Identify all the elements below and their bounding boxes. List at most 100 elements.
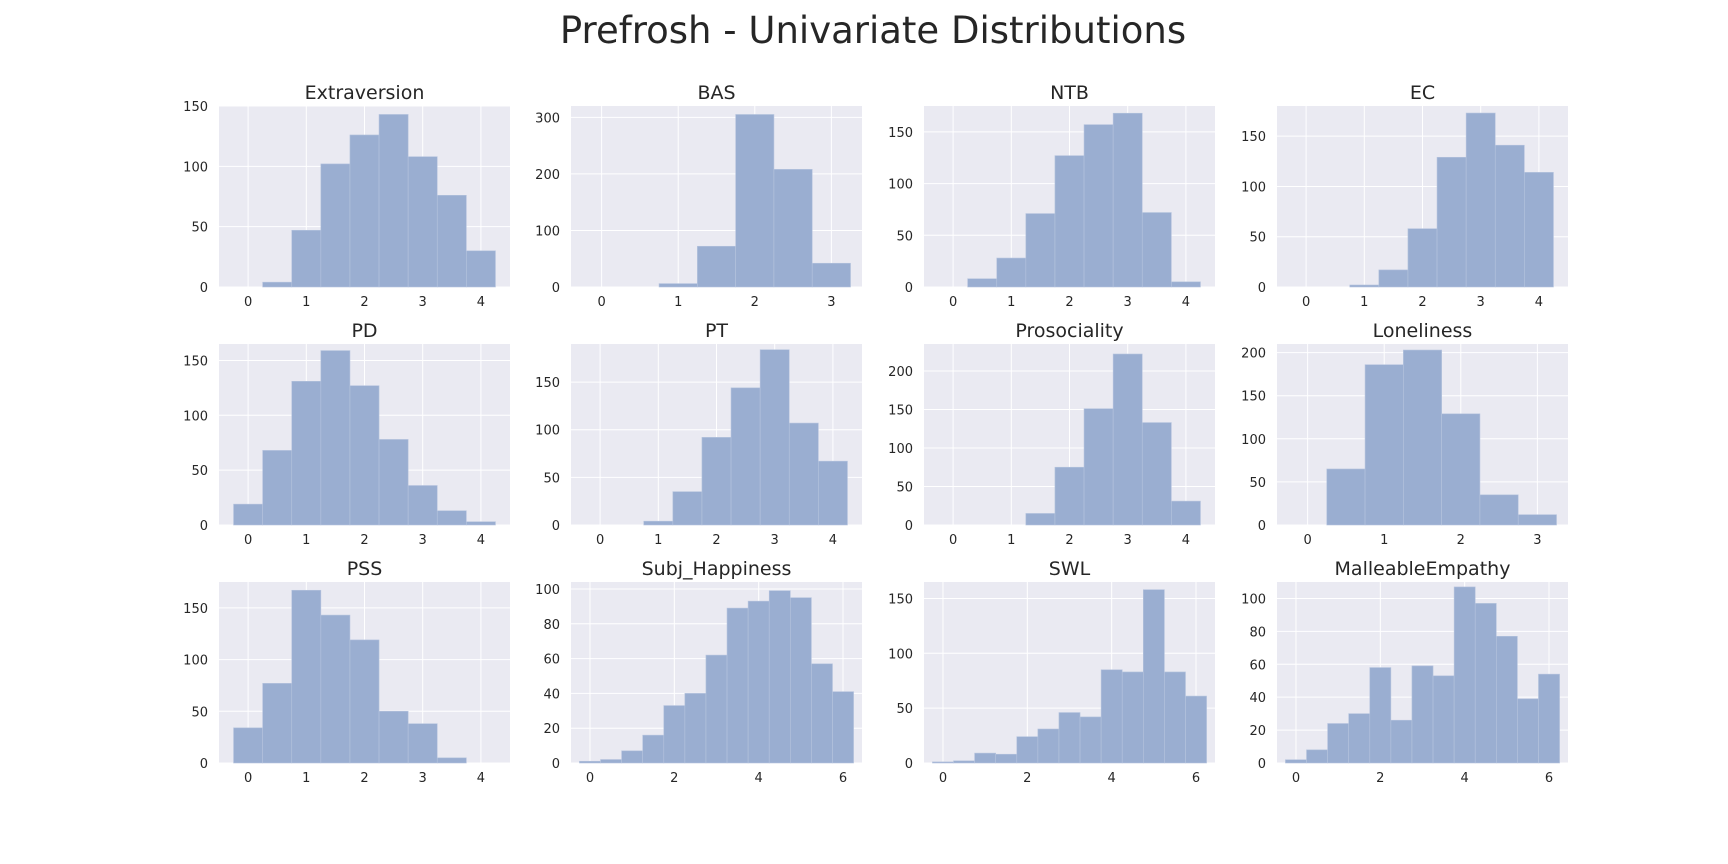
x-tick-label: 0: [597, 295, 605, 310]
subplot-loneliness: 0 1 2 3 0 50 100 150 200 Loneliness: [1241, 320, 1568, 548]
histogram-bar: [1348, 713, 1371, 764]
histogram-bar: [233, 503, 263, 526]
subplot-extraversion: 0 1 2 3 4 0 50 100 150 Extraversion: [183, 82, 510, 310]
histogram-bar: [773, 169, 813, 288]
histogram-bar: [1100, 669, 1123, 764]
histogram-bar: [1538, 673, 1560, 764]
histogram-bar: [1390, 719, 1413, 764]
x-tick-label: 4: [829, 533, 837, 548]
y-tick-label: 100: [535, 224, 560, 239]
subplot-title: SWL: [1049, 558, 1091, 580]
histogram-bar: [291, 589, 322, 764]
subplot-pss: 0 1 2 3 4 0 50 100 150 PSS: [183, 558, 510, 786]
histogram-bar: [1517, 514, 1557, 526]
x-tick-label: 0: [1303, 533, 1311, 548]
x-tick-label: 0: [244, 533, 252, 548]
x-tick-label: 2: [1418, 295, 1426, 310]
histogram-bar: [642, 734, 665, 764]
histogram-bar: [759, 349, 790, 526]
y-tick-label: 0: [1258, 519, 1266, 534]
y-tick-label: 150: [183, 602, 208, 617]
histogram-bar: [996, 257, 1027, 288]
histogram-bar: [1517, 698, 1539, 764]
histogram-bar: [1494, 144, 1525, 288]
subplot-title: Extraversion: [305, 82, 425, 104]
y-tick-label: 40: [543, 687, 560, 702]
subplot-bas: 0 1 2 3 0 100 200 300 BAS: [535, 82, 862, 310]
y-tick-label: 100: [888, 647, 913, 662]
x-tick-label: 0: [949, 533, 957, 548]
x-tick-label: 2: [1376, 771, 1384, 786]
x-tick-label: 3: [827, 295, 835, 310]
histogram-bar: [995, 753, 1018, 764]
histogram-bar: [1364, 364, 1404, 526]
histogram-bar: [1441, 413, 1481, 526]
y-tick-label: 150: [183, 100, 208, 115]
histogram-bar: [726, 607, 749, 764]
y-tick-label: 0: [905, 757, 913, 772]
histogram-bar: [466, 521, 496, 526]
histogram-bar: [705, 654, 728, 764]
y-tick-label: 20: [543, 722, 560, 737]
y-tick-label: 150: [888, 592, 913, 607]
y-tick-label: 200: [888, 365, 913, 380]
histogram-bar: [672, 491, 703, 526]
histogram-bar: [643, 520, 674, 526]
histogram-bar: [1407, 228, 1438, 288]
histogram-bar: [1058, 712, 1081, 764]
y-tick-label: 50: [1249, 231, 1266, 246]
histogram-bar: [790, 597, 812, 764]
histogram-bar: [684, 693, 707, 764]
y-tick-label: 50: [543, 471, 560, 486]
y-tick-label: 150: [888, 126, 913, 141]
y-tick-label: 50: [896, 480, 913, 495]
x-tick-label: 1: [654, 533, 662, 548]
histogram-bar: [291, 229, 322, 288]
x-tick-label: 4: [477, 533, 485, 548]
x-tick-label: 2: [670, 771, 678, 786]
subplot-title: EC: [1410, 82, 1435, 104]
x-tick-label: 1: [302, 771, 310, 786]
y-tick-label: 40: [1249, 691, 1266, 706]
histogram-bar: [1465, 112, 1496, 288]
x-tick-label: 1: [1007, 533, 1015, 548]
histogram-bar: [1524, 172, 1554, 288]
histogram-bar: [953, 760, 975, 764]
histogram-bar: [1369, 667, 1392, 764]
histogram-bar: [1171, 281, 1201, 288]
figure-title: Prefrosh - Univariate Distributions: [560, 9, 1186, 52]
subplot-title: PT: [705, 320, 728, 342]
x-tick-label: 4: [1108, 771, 1116, 786]
subplot-prosociality: 0 1 2 3 4 0 50 100 150 200 Prosociality: [888, 320, 1215, 548]
y-tick-label: 60: [543, 653, 560, 668]
x-tick-label: 1: [1380, 533, 1388, 548]
y-tick-label: 150: [1241, 390, 1266, 405]
y-tick-label: 100: [888, 178, 913, 193]
histogram-bar: [1083, 408, 1114, 526]
y-tick-label: 200: [535, 168, 560, 183]
y-tick-label: 50: [1249, 476, 1266, 491]
histogram-bar: [320, 163, 351, 288]
histogram-bar: [1025, 513, 1056, 526]
y-tick-label: 0: [905, 281, 913, 296]
y-tick-label: 0: [905, 519, 913, 534]
x-tick-label: 1: [1360, 295, 1368, 310]
histogram-bar: [1185, 695, 1207, 764]
histogram-bar: [1054, 155, 1085, 288]
histogram-bar: [621, 750, 643, 764]
y-tick-label: 0: [200, 281, 208, 296]
y-tick-label: 300: [535, 111, 560, 126]
x-tick-label: 0: [244, 771, 252, 786]
x-tick-label: 3: [1533, 533, 1541, 548]
y-tick-label: 150: [183, 354, 208, 369]
histogram-bar: [730, 387, 761, 526]
x-tick-label: 2: [1457, 533, 1465, 548]
y-tick-label: 50: [896, 702, 913, 717]
subplot-pd: 0 1 2 3 4 0 50 100 150 PD: [183, 320, 510, 548]
histogram-bar: [658, 283, 698, 288]
histogram-bar: [701, 437, 732, 526]
histogram-bar: [1171, 500, 1201, 526]
histogram-bar: [233, 727, 263, 764]
